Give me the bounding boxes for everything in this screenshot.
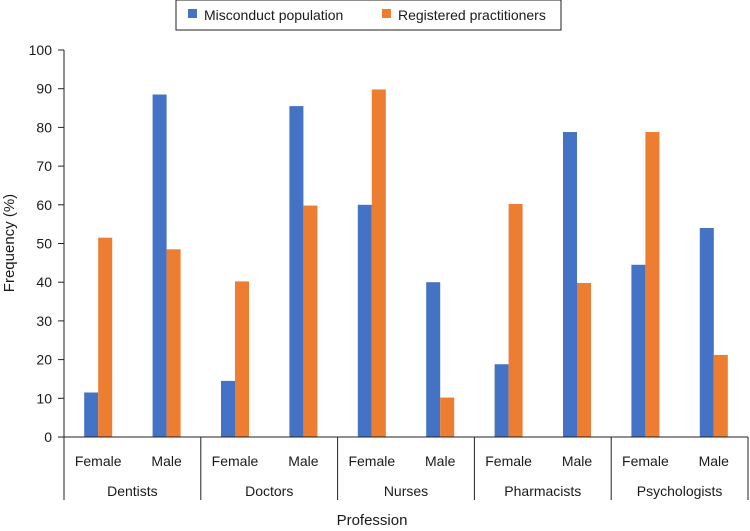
bar-misconduct (494, 364, 509, 437)
legend-label-registered: Registered practitioners (398, 7, 546, 23)
y-tick-label: 70 (36, 158, 52, 174)
y-tick-label: 80 (36, 119, 52, 135)
bar-misconduct (357, 204, 372, 437)
bar-registered (166, 249, 181, 437)
y-tick-label: 50 (36, 236, 52, 252)
x-subcategory-label: Female (75, 453, 122, 469)
y-tick-label: 20 (36, 352, 52, 368)
bar-misconduct (631, 264, 646, 437)
bar-misconduct (289, 106, 304, 438)
x-group-label: Psychologists (637, 483, 723, 499)
legend-swatch-registered (382, 9, 391, 18)
y-tick-label: 10 (36, 390, 52, 406)
x-group-label: Pharmacists (504, 483, 581, 499)
y-tick-label: 100 (29, 42, 53, 58)
bar-misconduct (84, 392, 99, 437)
y-tick-label: 60 (36, 197, 52, 213)
bar-registered (713, 354, 728, 437)
x-axis-label: Profession (337, 512, 408, 529)
x-subcategory-label: Female (212, 453, 259, 469)
bar-registered (508, 204, 523, 437)
legend-label-misconduct: Misconduct population (204, 7, 343, 23)
bar-misconduct (563, 132, 577, 437)
bar-registered (577, 282, 591, 437)
y-tick-label: 30 (36, 313, 52, 329)
x-group-label: Nurses (384, 483, 428, 499)
x-subcategory-label: Male (151, 453, 182, 469)
x-group-label: Doctors (245, 483, 293, 499)
legend: Misconduct population Registered practit… (175, 0, 562, 31)
x-subcategory-label: Male (562, 453, 593, 469)
x-subcategory-label: Female (348, 453, 395, 469)
bar-registered (303, 205, 318, 437)
bar-registered (98, 237, 113, 437)
bar-misconduct (699, 228, 714, 437)
bar-registered (235, 281, 249, 437)
y-tick-label: 40 (36, 274, 52, 290)
legend-swatch-misconduct (188, 9, 197, 18)
x-subcategory-label: Male (699, 453, 730, 469)
x-subcategory-label: Male (425, 453, 456, 469)
legend-frame (175, 0, 562, 31)
x-group-label: Dentists (107, 483, 158, 499)
y-tick-label: 90 (36, 81, 52, 97)
bar-misconduct (221, 380, 235, 437)
bar-misconduct (426, 282, 441, 437)
bar-misconduct (152, 94, 167, 437)
bar-registered (440, 397, 455, 437)
bar-registered (645, 132, 660, 437)
y-tick-label: 0 (44, 429, 52, 445)
bar-registered (371, 89, 386, 437)
x-subcategory-label: Female (622, 453, 669, 469)
y-axis-label: Frequency (%) (1, 194, 18, 292)
x-subcategory-label: Female (485, 453, 532, 469)
x-subcategory-label: Male (288, 453, 319, 469)
